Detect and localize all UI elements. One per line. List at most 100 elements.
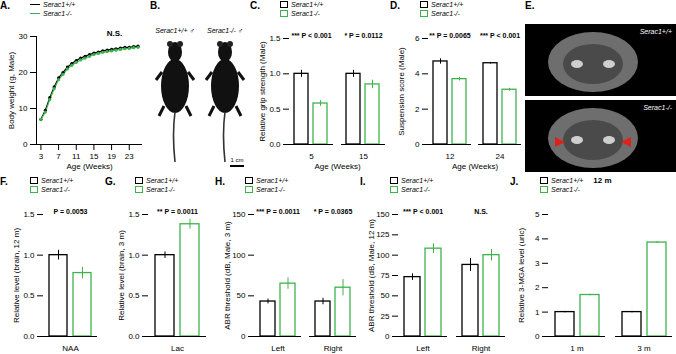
- svg-text:23: 23: [125, 152, 134, 161]
- html-text:Serac1+/+: Serac1+/+: [41, 177, 74, 184]
- svg-text:Relative level (brain, 3 m): Relative level (brain, 3 m): [117, 230, 126, 321]
- html-text:Serac1-/-: Serac1-/-: [291, 10, 320, 17]
- svg-text:100: 100: [232, 251, 246, 260]
- svg-text:** P = 0.0065: ** P = 0.0065: [429, 32, 470, 39]
- svg-text:2: 2: [535, 283, 540, 292]
- svg-text:100: 100: [376, 251, 390, 260]
- svg-text:Left: Left: [416, 344, 430, 353]
- html-text:J.: J.: [510, 176, 519, 187]
- svg-text:0: 0: [385, 332, 390, 341]
- svg-text:30: 30: [19, 32, 28, 41]
- svg-text:0.0: 0.0: [23, 332, 35, 341]
- svg-text:1: 1: [535, 308, 540, 317]
- svg-text:0: 0: [535, 332, 540, 341]
- svg-text:* P = 0.0365: * P = 0.0365: [314, 208, 353, 215]
- svg-text:50: 50: [381, 291, 390, 300]
- svg-text:Serac1-/-: Serac1-/-: [643, 104, 672, 111]
- svg-text:6: 6: [415, 34, 420, 43]
- svg-text:19: 19: [107, 152, 116, 161]
- html-text:Serac1-/-: Serac1-/-: [43, 10, 72, 17]
- svg-text:1.5: 1.5: [128, 210, 140, 219]
- html-text:12 m: 12 m: [593, 176, 612, 185]
- svg-text:4: 4: [415, 69, 420, 78]
- svg-text:3 m: 3 m: [637, 344, 651, 353]
- html-text:Serac1+/+: Serac1+/+: [431, 1, 464, 8]
- svg-text:1 m: 1 m: [570, 344, 584, 353]
- svg-text:24: 24: [496, 152, 505, 161]
- svg-text:20: 20: [19, 68, 28, 77]
- svg-text:** P = 0.0011: ** P = 0.0011: [157, 208, 198, 215]
- svg-text:15: 15: [89, 152, 98, 161]
- svg-text:Relative 3-MGA level (uric): Relative 3-MGA level (uric): [517, 228, 526, 323]
- svg-text:*** P < 0.001: *** P < 0.001: [403, 208, 443, 215]
- svg-text:Relative grip strength (Male): Relative grip strength (Male): [258, 41, 267, 142]
- svg-text:0.5: 0.5: [269, 105, 281, 114]
- svg-text:Serac1+/+ ♂: Serac1+/+ ♂: [155, 27, 195, 34]
- svg-text:15: 15: [359, 152, 368, 161]
- svg-text:5: 5: [535, 210, 540, 219]
- svg-text:10: 10: [19, 104, 28, 113]
- svg-text:Left: Left: [271, 344, 285, 353]
- svg-text:3: 3: [39, 152, 44, 161]
- svg-text:ABR threshold (dB, Male, 3 m): ABR threshold (dB, Male, 3 m): [223, 221, 232, 330]
- svg-text:Right: Right: [472, 344, 491, 353]
- html-text:E.: E.: [525, 0, 535, 11]
- svg-text:0: 0: [23, 140, 28, 149]
- svg-text:12: 12: [446, 152, 455, 161]
- html-text:D.: D.: [390, 0, 400, 11]
- svg-text:Serac1-/- ♂: Serac1-/- ♂: [207, 27, 243, 34]
- svg-text:NAA: NAA: [62, 344, 79, 353]
- svg-text:1 cm: 1 cm: [230, 157, 243, 163]
- html-text:A.: A.: [0, 0, 10, 11]
- svg-text:Relative level (brain, 12 m): Relative level (brain, 12 m): [12, 228, 21, 323]
- svg-text:P = 0.0053: P = 0.0053: [54, 208, 88, 215]
- svg-text:1.5: 1.5: [23, 210, 35, 219]
- html-text:B.: B.: [150, 0, 160, 11]
- svg-text:1.0: 1.0: [128, 251, 140, 260]
- svg-text:1.0: 1.0: [23, 251, 35, 260]
- svg-text:0.5: 0.5: [128, 291, 140, 300]
- svg-text:N.S.: N.S.: [107, 29, 123, 38]
- svg-text:0.0: 0.0: [128, 332, 140, 341]
- html-text:F.: F.: [0, 176, 8, 187]
- svg-text:2: 2: [415, 105, 420, 114]
- svg-text:125: 125: [376, 230, 390, 239]
- svg-text:*** P = 0.0011: *** P = 0.0011: [256, 208, 300, 215]
- svg-text:Body weight (g, Male): Body weight (g, Male): [7, 51, 16, 129]
- svg-text:3: 3: [535, 259, 540, 268]
- svg-text:150: 150: [376, 210, 390, 219]
- html-text:Serac1-/-: Serac1-/-: [431, 10, 460, 17]
- svg-text:25: 25: [381, 312, 390, 321]
- svg-text:Age (Weeks): Age (Weeks): [452, 162, 498, 171]
- svg-text:11: 11: [72, 152, 81, 161]
- svg-text:0: 0: [241, 332, 246, 341]
- svg-text:50: 50: [237, 291, 246, 300]
- html-text:C.: C.: [250, 0, 260, 11]
- svg-text:0.0: 0.0: [269, 140, 281, 149]
- html-text:Serac1-/-: Serac1-/-: [41, 186, 70, 193]
- html-text:Serac1+/+: Serac1+/+: [291, 1, 324, 8]
- svg-text:5: 5: [309, 152, 314, 161]
- svg-text:7: 7: [56, 152, 61, 161]
- svg-text:0: 0: [415, 140, 420, 149]
- svg-text:Serac1+/+: Serac1+/+: [640, 28, 672, 35]
- svg-text:75: 75: [381, 271, 390, 280]
- svg-text:N.S.: N.S.: [474, 208, 488, 215]
- svg-text:*** P < 0.001: *** P < 0.001: [291, 32, 331, 39]
- svg-text:* P = 0.0112: * P = 0.0112: [344, 32, 382, 39]
- svg-text:1.5: 1.5: [269, 34, 281, 43]
- svg-text:4: 4: [535, 234, 540, 243]
- svg-text:0.5: 0.5: [23, 291, 35, 300]
- svg-text:Lac: Lac: [171, 344, 184, 353]
- html-text:Serac1+/+: Serac1+/+: [43, 1, 76, 8]
- svg-text:Suspension score (Male): Suspension score (Male): [397, 47, 406, 136]
- html-text:G.: G.: [105, 176, 116, 187]
- svg-text:1.0: 1.0: [269, 69, 281, 78]
- svg-text:ABR threshold (dB, Male, 12 m): ABR threshold (dB, Male, 12 m): [367, 219, 376, 332]
- svg-text:Right: Right: [324, 344, 343, 353]
- svg-text:Age (Weeks): Age (Weeks): [66, 162, 112, 171]
- svg-text:Age (Weeks): Age (Weeks): [314, 162, 360, 171]
- svg-text:150: 150: [232, 210, 246, 219]
- svg-text:*** P < 0.001: *** P < 0.001: [480, 32, 520, 39]
- html-text:H.: H.: [215, 176, 225, 187]
